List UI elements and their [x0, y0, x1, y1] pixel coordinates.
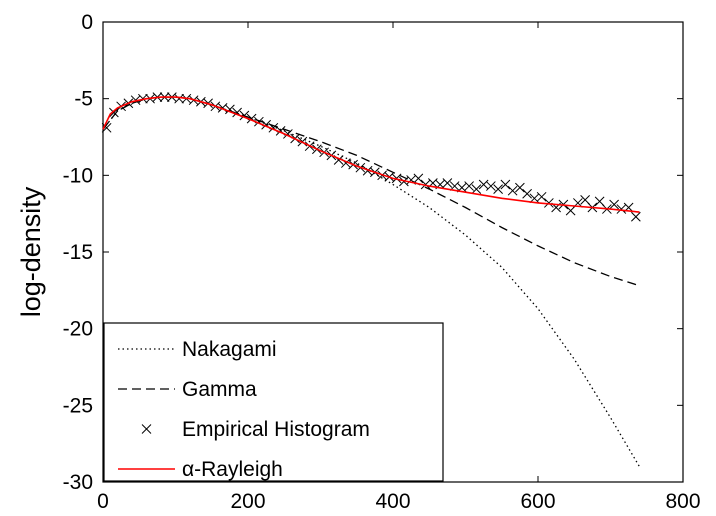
marker-stroke: [442, 178, 453, 188]
marker-stroke: [580, 195, 590, 205]
empirical-histogram-point: [500, 179, 511, 190]
empirical-histogram-point: [413, 173, 424, 184]
x-tick-label: 400: [375, 490, 410, 513]
marker-stroke: [522, 188, 532, 199]
empirical-histogram-point: [493, 184, 503, 194]
y-axis-label: log-density: [16, 186, 46, 317]
axes-layer: 0 200 400 600 800 0 -5 -10 -15 -20 -25 -30: [63, 11, 701, 513]
marker-stroke: [268, 122, 279, 133]
legend-marker-empirical-histogram: [141, 424, 152, 434]
marker-stroke: [493, 184, 503, 194]
marker-stroke: [275, 126, 286, 136]
legend-box: [103, 322, 444, 482]
empirical-histogram-point: [631, 211, 641, 222]
marker-stroke: [406, 175, 416, 185]
series-layer: [101, 92, 641, 468]
marker-stroke: [616, 204, 627, 214]
marker-stroke: [486, 181, 496, 191]
y-tick-label: -10: [63, 164, 93, 187]
y-tick-label: -20: [63, 318, 93, 341]
marker-stroke: [464, 181, 474, 191]
empirical-histogram-point: [442, 178, 453, 188]
empirical-histogram-point: [471, 184, 482, 194]
marker-stroke: [261, 119, 271, 130]
legend-label-series-2: Gamma: [182, 378, 257, 401]
marker-stroke: [594, 196, 605, 207]
x-tick-label: 600: [520, 490, 555, 513]
empirical-histogram-point: [609, 199, 619, 210]
marker-stroke: [631, 211, 641, 222]
legend: Nakagami Gamma Empirical Histogram α-Raylei…: [103, 322, 444, 482]
marker-stroke: [536, 191, 547, 202]
marker-stroke: [246, 113, 257, 124]
x-tick-label: 0: [97, 490, 109, 513]
empirical-histogram-point: [522, 188, 532, 199]
empirical-histogram-point: [536, 191, 547, 202]
marker-stroke: [174, 93, 184, 104]
marker-stroke: [500, 179, 511, 190]
series-4-line: [102, 96, 640, 213]
empirical-histogram-point: [101, 122, 112, 133]
marker-stroke: [101, 122, 112, 133]
marker-stroke: [413, 173, 424, 184]
marker-stroke: [515, 182, 525, 193]
empirical-histogram-point: [507, 185, 518, 196]
legend-label-series-4: α-Rayleigh: [182, 458, 283, 481]
x-tick-label: 200: [230, 490, 265, 513]
legend-label-series-1: Nakagami: [182, 338, 277, 361]
empirical-histogram-point: [174, 93, 184, 104]
marker-stroke: [609, 199, 619, 210]
y-tick-label: -15: [63, 241, 93, 264]
y-tick-label: 0: [81, 11, 93, 34]
y-tick-label: -25: [63, 394, 93, 417]
empirical-histogram-point: [464, 181, 474, 191]
empirical-histogram-point: [544, 198, 554, 208]
marker-stroke: [544, 198, 554, 208]
marker-stroke: [471, 184, 482, 194]
marker-stroke: [254, 116, 264, 127]
marker-stroke: [333, 155, 344, 165]
x-tick-label: 800: [665, 490, 700, 513]
legend-label-series-3: Empirical Histogram: [182, 418, 370, 441]
y-tick-label: -5: [74, 88, 93, 111]
marker-stroke: [141, 424, 152, 434]
empirical-histogram-point: [486, 181, 496, 191]
empirical-histogram-point: [515, 182, 525, 193]
marker-stroke: [507, 185, 518, 196]
marker-stroke: [283, 129, 293, 139]
marker-stroke: [239, 110, 250, 121]
marker-stroke: [232, 107, 242, 118]
marker-stroke: [225, 104, 235, 115]
y-tick-label: -30: [63, 471, 93, 494]
